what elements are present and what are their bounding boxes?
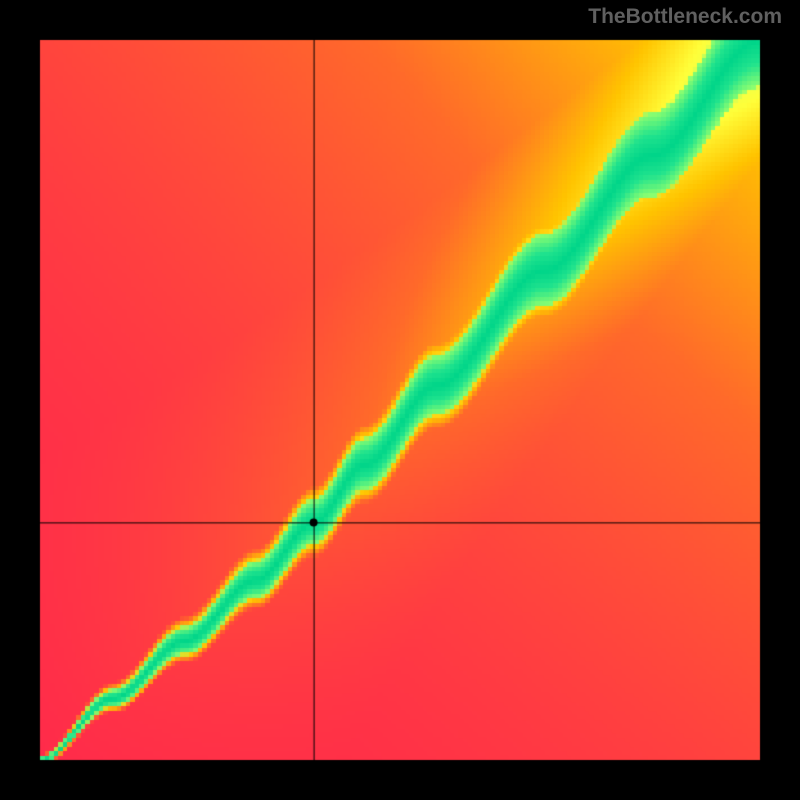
watermark-text: TheBottleneck.com [588, 5, 782, 29]
chart-container: TheBottleneck.com [0, 0, 800, 800]
heatmap-canvas [0, 0, 800, 800]
